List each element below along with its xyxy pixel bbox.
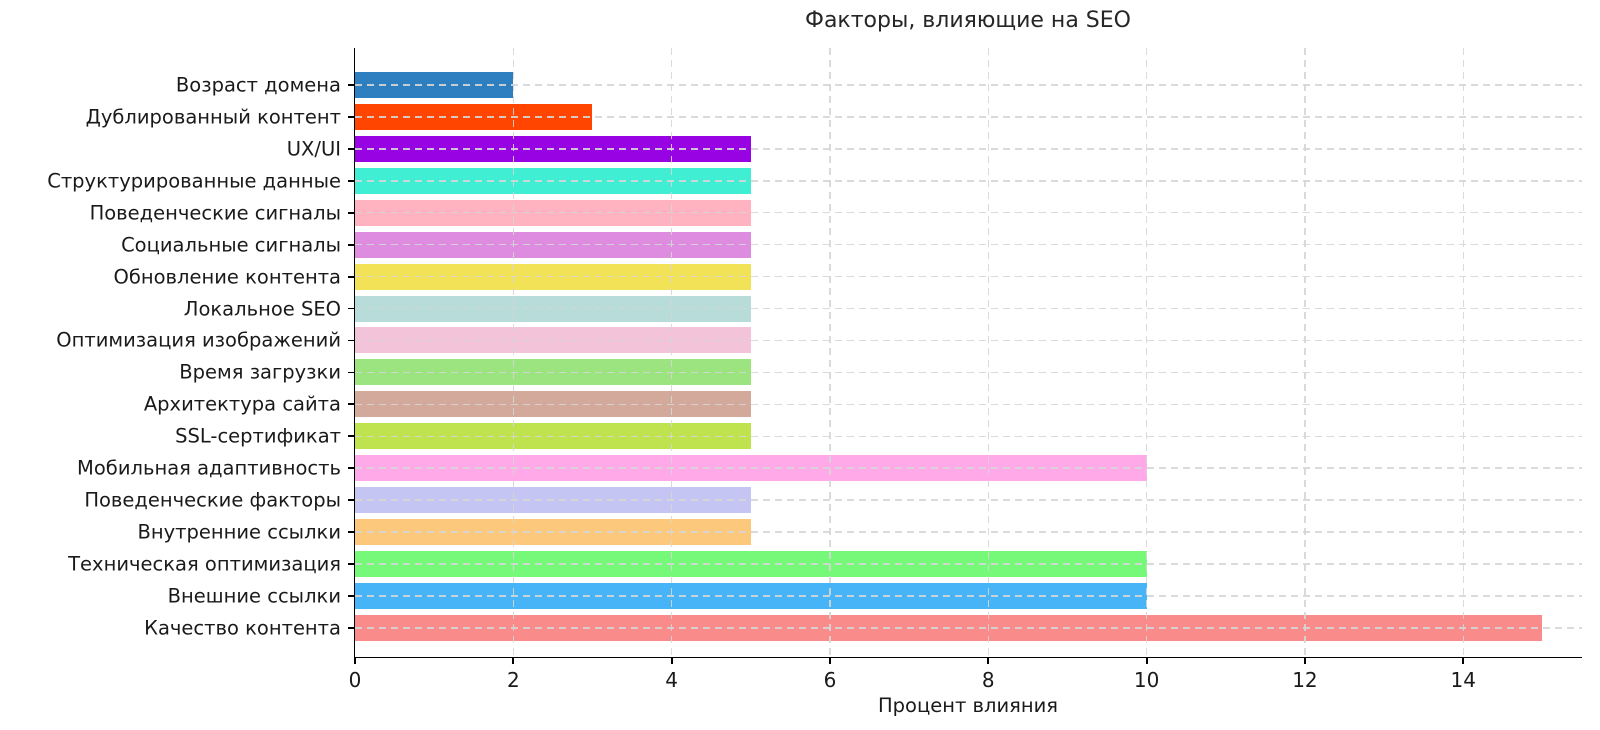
x-tick-label: 6 <box>823 668 837 692</box>
category-label: SSL-сертификат <box>175 424 341 448</box>
bar <box>355 519 751 546</box>
category-label: Поведенческие сигналы <box>89 201 341 225</box>
bar-row: Структурированные данные <box>47 165 1582 197</box>
h-gridline <box>355 84 1582 86</box>
x-tick-mark <box>829 657 831 664</box>
bar-row: Дублированный контент <box>86 101 1582 133</box>
bar <box>355 327 751 354</box>
y-tick-mark <box>348 275 355 278</box>
x-tick-label: 8 <box>981 668 995 692</box>
bar <box>355 231 751 258</box>
bar <box>355 359 751 386</box>
x-tick-label: 10 <box>1133 668 1160 692</box>
x-tick-label: 2 <box>506 668 520 692</box>
bar <box>355 263 751 290</box>
x-tick-label: 4 <box>665 668 679 692</box>
bar-row: Техническая оптимизация <box>68 548 1582 580</box>
y-tick-mark <box>348 627 355 629</box>
bar <box>355 614 1543 641</box>
bar-row: Внешние ссылки <box>168 580 1582 612</box>
y-tick-mark <box>348 435 355 438</box>
y-tick-mark <box>348 243 355 246</box>
bar-row: Качество контента <box>144 612 1582 644</box>
x-tick-mark <box>987 657 990 664</box>
category-label: Поведенческие факторы <box>84 488 341 512</box>
bar <box>355 103 593 130</box>
bar-row: Время загрузки <box>179 356 1582 388</box>
bar-row: Внутренние ссылки <box>137 516 1582 548</box>
y-tick-mark <box>348 499 355 502</box>
y-tick-mark <box>348 371 355 374</box>
bar <box>355 551 1147 578</box>
bar <box>355 71 514 98</box>
bar-row: Оптимизация изображений <box>56 325 1582 357</box>
x-tick-mark <box>1145 657 1148 664</box>
y-tick-mark <box>348 563 355 565</box>
category-label: Структурированные данные <box>47 169 341 193</box>
chart-title: Факторы, влияющие на SEO <box>805 8 1131 33</box>
bar-rows-container: Возраст домена Дублированный контент UX/UI… <box>47 48 1582 657</box>
y-tick-mark <box>348 116 355 118</box>
category-label: Качество контента <box>144 616 341 640</box>
category-label: Оптимизация изображений <box>56 328 341 352</box>
y-tick-mark <box>348 531 355 533</box>
category-label: Мобильная адаптивность <box>77 456 341 480</box>
y-tick-mark <box>348 147 355 150</box>
bar-row: UX/UI <box>287 133 1582 165</box>
bar <box>355 455 1147 482</box>
bar-row: Поведенческие сигналы <box>90 197 1582 229</box>
x-axis-label: Процент влияния <box>877 694 1059 717</box>
bar <box>355 423 751 450</box>
x-tick-label: 0 <box>348 668 362 692</box>
y-tick-mark <box>348 339 355 342</box>
category-label: Обновление контента <box>113 265 342 289</box>
bar <box>355 391 751 418</box>
bar-row: Обновление контента <box>114 261 1582 293</box>
y-tick-mark <box>348 307 355 310</box>
category-label: Локальное SEO <box>183 297 341 321</box>
bar <box>355 487 751 514</box>
y-tick-mark <box>348 179 355 182</box>
category-label: Внешние ссылки <box>167 584 341 608</box>
category-label: Архитектура сайта <box>143 392 341 416</box>
category-label: Техническая оптимизация <box>68 552 341 576</box>
bar <box>355 199 751 226</box>
y-tick-mark <box>348 467 355 470</box>
x-tick-label: 14 <box>1450 668 1476 692</box>
bar-row: Архитектура сайта <box>144 388 1582 420</box>
x-tick-label: 12 <box>1292 668 1318 692</box>
bar-row: SSL-сертификат <box>175 420 1582 452</box>
x-tick-mark <box>670 657 673 664</box>
bar <box>355 582 1147 609</box>
category-label: Внутренние ссылки <box>137 520 341 544</box>
category-label: Социальные сигналы <box>121 233 341 257</box>
x-tick-mark <box>1462 657 1465 664</box>
bar-row: Мобильная адаптивность <box>77 452 1582 484</box>
x-tick-mark <box>1304 657 1306 664</box>
y-tick-mark <box>348 403 355 406</box>
y-tick-mark <box>348 595 355 597</box>
y-tick-mark <box>348 84 355 86</box>
category-label: UX/UI <box>286 137 341 161</box>
x-tick-mark <box>512 657 515 664</box>
category-label: Возраст домена <box>175 73 341 97</box>
bar-row: Локальное SEO <box>184 293 1582 325</box>
category-label: Дублированный контент <box>85 105 341 129</box>
category-label: Время загрузки <box>179 360 341 384</box>
bar-row: Поведенческие факторы <box>84 484 1582 516</box>
bar <box>355 135 751 162</box>
bar-row: Социальные сигналы <box>121 229 1582 261</box>
bar <box>355 167 751 194</box>
x-tick-mark <box>354 657 356 664</box>
bar-row: Возраст домена <box>176 69 1582 101</box>
plot-area: Возраст домена Дублированный контент UX/UI… <box>47 48 1582 692</box>
bar <box>355 295 751 322</box>
y-tick-mark <box>348 211 355 214</box>
